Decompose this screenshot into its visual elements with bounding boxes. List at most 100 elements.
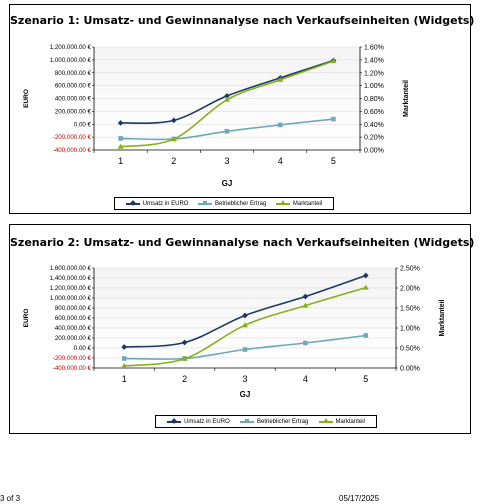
legend-label: Marktanteil (335, 418, 365, 425)
data-point-share (277, 76, 284, 82)
x-tick-label: 4 (278, 156, 283, 166)
legend-item-share: Marktanteil (318, 417, 365, 425)
data-point-profit (118, 136, 123, 141)
data-point-profit (242, 347, 248, 352)
y-axis-title: EURO (23, 309, 30, 328)
chart-legend: Umsatz in EURO Betrieblicher Ertrag Mark… (114, 197, 334, 210)
x-axis-title: GJ (240, 390, 251, 399)
y2-tick-label: 1.00% (364, 83, 384, 90)
chart-title: Szenario 2: Umsatz- und Gewinnanalyse na… (10, 236, 475, 249)
legend-diamond-icon (125, 202, 140, 205)
chart-scenario-1: Szenario 1: Umsatz- und Gewinnanalyse na… (9, 4, 474, 214)
y2-tick-label: 1.60% (364, 45, 384, 52)
legend-label: Umsatz in EURO (142, 200, 189, 207)
x-tick-label: 3 (242, 374, 247, 384)
y2-tick-label: 0.50% (400, 346, 420, 353)
y-tick-label: 1,200,000.00 € (50, 44, 92, 51)
data-point-profit (303, 340, 308, 346)
legend-square-icon (239, 418, 254, 423)
data-point-profit (224, 129, 230, 134)
chart-scenario-2: Szenario 2: Umsatz- und Gewinnanalyse na… (9, 224, 475, 434)
y-tick-label: 0.00 € (74, 121, 92, 128)
data-point-profit (363, 333, 369, 338)
x-tick-label: 4 (303, 374, 308, 384)
data-point-share (242, 322, 248, 328)
data-point-share (362, 284, 369, 290)
y-tick-label: 400,000.00 € (55, 96, 92, 103)
print-date: 05/17/2025 (339, 494, 380, 503)
data-point-share (121, 363, 128, 368)
data-point-revenue (242, 312, 248, 319)
y2-tick-label: 2.50% (400, 266, 420, 273)
legend-label: Betrieblicher Ertrag (256, 418, 309, 425)
y-tick-label: 600,000.00 € (55, 83, 92, 90)
chart-legend: Umsatz in EURO Betrieblicher Ertrag Mark… (155, 415, 377, 428)
y2-axis-title: Marktanteil (403, 80, 410, 117)
data-point-revenue (170, 117, 177, 124)
y2-tick-label: 0.00% (400, 366, 420, 373)
y2-tick-label: 1.20% (364, 70, 384, 77)
y-tick-label: 0.00 € (74, 345, 92, 352)
legend-item-revenue: Umsatz in EURO (125, 200, 189, 207)
data-point-share (117, 143, 124, 149)
x-tick-label: 1 (118, 156, 123, 166)
y2-tick-label: 1.00% (400, 326, 420, 333)
data-point-profit (277, 122, 283, 128)
page-number: 3 of 3 (0, 494, 21, 503)
x-tick-label: 2 (171, 156, 176, 166)
x-tick-label: 2 (182, 374, 187, 384)
y-axis-title: EURO (23, 89, 30, 108)
x-tick-label: 1 (122, 374, 127, 384)
y2-tick-label: 0.20% (364, 135, 384, 142)
y-tick-label: 600,000.00 € (55, 315, 92, 322)
y2-tick-label: 1.50% (400, 306, 420, 313)
y2-tick-label: 1.40% (364, 57, 384, 64)
y2-tick-label: 0.00% (364, 148, 384, 155)
legend-diamond-icon (167, 420, 182, 423)
y-tick-label: -400,000.00 € (53, 147, 92, 154)
data-point-share (302, 302, 309, 308)
y-tick-label: 1,600,000.00 € (50, 265, 92, 272)
y-tick-label: 800,000.00 € (55, 305, 92, 312)
legend-item-profit: Betrieblicher Ertrag (197, 200, 267, 207)
data-point-share (181, 355, 188, 361)
legend-label: Marktanteil (292, 200, 323, 207)
chart-1-plot: -400,000.00 € -200,000.00 € 0.00 € 200,000.… (23, 44, 410, 188)
data-point-revenue (302, 293, 309, 300)
data-point-revenue (224, 93, 230, 99)
x-axis-title: GJ (222, 179, 233, 188)
legend-item-profit: Betrieblicher Ertrag (239, 418, 309, 425)
y-tick-label: -400,000.00 € (53, 365, 92, 372)
y-tick-label: 1,400,000.00 € (50, 275, 92, 282)
y-tick-label: 1,000,000.00 € (50, 57, 92, 64)
legend-item-share: Marktanteil (275, 199, 323, 207)
legend-item-revenue: Umsatz in EURO (167, 419, 230, 425)
data-point-share (224, 96, 230, 102)
data-point-share (330, 58, 337, 64)
chart-2-plot: -400,000.00 € -200,000.00 € 0.00 € 200,000.… (23, 265, 446, 399)
y-tick-label: -200,000.00 € (53, 355, 92, 362)
data-point-revenue (117, 120, 124, 126)
y2-axis-title: Marktanteil (439, 299, 446, 336)
legend-label: Betrieblicher Ertrag (214, 200, 267, 207)
y-tick-label: 200,000.00 € (55, 108, 92, 115)
data-point-revenue (121, 344, 128, 350)
data-point-share (170, 136, 177, 142)
y-tick-label: 200,000.00 € (55, 335, 92, 342)
y2-tick-label: 0.40% (364, 122, 384, 129)
x-tick-label: 5 (363, 374, 368, 384)
y2-tick-label: 0.80% (364, 96, 384, 103)
y-tick-label: 1,000,000.00 € (50, 295, 92, 302)
y-tick-label: -200,000.00 € (53, 134, 92, 141)
y-tick-label: 1,200,000.00 € (50, 285, 92, 292)
data-point-profit (331, 116, 336, 122)
legend-triangle-icon (318, 417, 333, 423)
y2-tick-label: 0.60% (364, 109, 384, 116)
x-tick-label: 3 (224, 156, 229, 166)
data-point-profit (121, 356, 127, 361)
y2-tick-label: 2.00% (400, 286, 420, 293)
x-tick-label: 5 (331, 156, 336, 166)
legend-label: Umsatz in EURO (184, 418, 230, 425)
data-point-revenue (181, 339, 188, 346)
legend-square-icon (197, 200, 212, 205)
